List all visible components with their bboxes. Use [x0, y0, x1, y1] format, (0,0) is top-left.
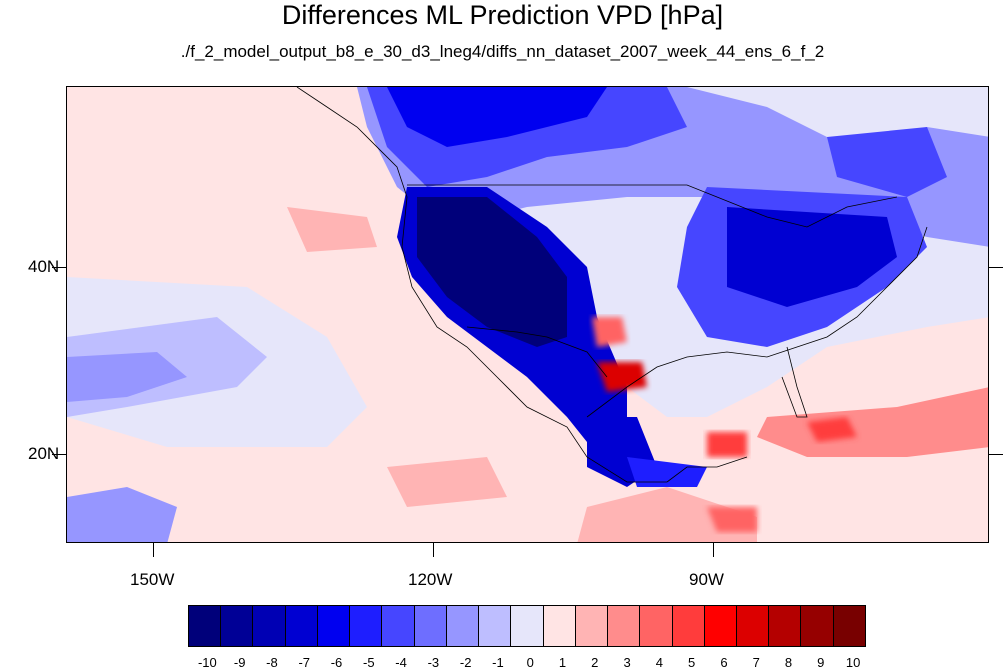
- colorbar-box: [704, 606, 737, 646]
- canada-dark-blue-region: [387, 87, 607, 147]
- pacific-southwest-blue: [67, 487, 177, 542]
- colorbar-box: [543, 606, 576, 646]
- colorbar-box: [511, 606, 544, 646]
- colorbar-box: [736, 606, 770, 646]
- lat-tick-40n-right: [989, 267, 1003, 268]
- colorbar-label: 1: [558, 655, 567, 670]
- plot-title: Differences ML Prediction VPD [hPa]: [281, 0, 724, 30]
- colorbar-label: -1: [492, 655, 504, 670]
- lon-tick-150w: [153, 543, 154, 557]
- east-pacific-red-region: [387, 457, 507, 507]
- colorbar-label: 7: [752, 655, 760, 670]
- colorbar-label: -2: [459, 655, 472, 670]
- south-red-spot: [707, 507, 757, 532]
- colorbar-label: -8: [266, 655, 278, 670]
- great-lakes-blue-region: [727, 207, 897, 307]
- lon-label-150w: 150W: [130, 570, 175, 589]
- us-canada-border: [407, 184, 898, 228]
- colorbar-box: [189, 606, 222, 646]
- colorbar-box: [253, 606, 286, 646]
- gulf-atlantic-coastline: [586, 226, 928, 418]
- colorbar-labels: -10 -9 -8 -7 -6 -5 -4 -3 -2 -1 0 1 2 3 4 5 6 7 8 9 10: [0, 656, 1005, 672]
- boundary-lines: [296, 87, 928, 483]
- colorbar-box: [350, 606, 383, 646]
- colorbar-label: 2: [591, 655, 599, 670]
- colorbar-label: -5: [363, 655, 375, 670]
- colorbar-label: -10: [197, 655, 217, 670]
- texas-red-spot-south: [597, 362, 647, 392]
- texas-red-spot-north: [592, 317, 627, 347]
- florida-coast: [781, 346, 808, 418]
- colorbar-label: 0: [526, 655, 534, 670]
- central-america-coast: [666, 456, 748, 483]
- map-plot-area: [66, 86, 989, 543]
- gulf-red-spot: [707, 432, 747, 457]
- colorbar-label: 5: [688, 655, 696, 670]
- lon-label-90w: 90W: [689, 570, 724, 589]
- lon-label-120w: 120W: [408, 570, 453, 589]
- colorbar-box: [640, 606, 673, 646]
- caribbean-red-spot: [807, 417, 857, 442]
- atlantic-red-region: [757, 387, 988, 457]
- colorbar-box: [285, 606, 318, 646]
- colorbar-label: 3: [623, 655, 631, 670]
- lon-tick-90w: [713, 543, 714, 557]
- colorbar-box: [672, 606, 705, 646]
- colorbar-box: [575, 606, 609, 646]
- colorbar-box: [479, 606, 512, 646]
- colorbar-label: 6: [720, 655, 728, 670]
- lat-label-40n: 40N: [28, 257, 60, 276]
- colorbar-label: -4: [395, 655, 407, 670]
- south-pacific-red-region: [577, 487, 757, 542]
- quebec-blue-region: [827, 127, 947, 197]
- colorbar-label: 4: [655, 655, 663, 670]
- colorbar-box: [833, 606, 865, 646]
- pacific-blue-band-dark: [67, 352, 187, 402]
- north-pacific-red-region: [287, 207, 377, 252]
- colorbar-box: [769, 606, 802, 646]
- colorbar-label: -6: [330, 655, 343, 670]
- lat-tick-40n-left: [52, 267, 66, 268]
- lat-tick-20n-right: [989, 454, 1003, 455]
- colorbar-label: 10: [845, 655, 861, 670]
- colorbar-box: [382, 606, 415, 646]
- colorbar-label: 8: [784, 655, 793, 670]
- central-america-blue-region: [627, 457, 707, 487]
- lat-label-20n: 20N: [28, 444, 60, 463]
- colorbar-label: -7: [298, 655, 310, 670]
- colorbar-box: [801, 606, 834, 646]
- vpd-difference-field: [67, 87, 988, 542]
- colorbar-label: 9: [817, 655, 825, 670]
- colorbar-box: [446, 606, 480, 646]
- colorbar-box: [608, 606, 641, 646]
- lat-tick-20n-left: [52, 454, 66, 455]
- us-mexico-border: [466, 326, 608, 378]
- pacific-coastline: [296, 87, 667, 483]
- colorbar-label: -3: [427, 655, 440, 670]
- colorbar-box: [221, 606, 254, 646]
- lon-tick-120w: [433, 543, 434, 557]
- colorbar: [188, 605, 866, 647]
- colorbar-box: [317, 606, 351, 646]
- western-us-darkest-region: [417, 197, 567, 347]
- colorbar-label: -9: [233, 655, 246, 670]
- plot-subtitle: ./f_2_model_output_b8_e_30_d3_lneg4/diff…: [180, 42, 825, 61]
- colorbar-box: [414, 606, 447, 646]
